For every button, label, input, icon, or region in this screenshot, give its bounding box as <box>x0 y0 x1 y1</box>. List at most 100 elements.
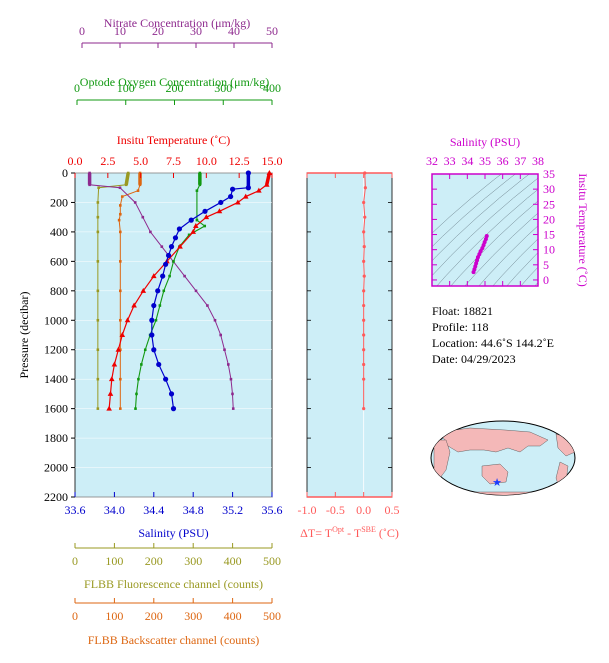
salinity-point <box>230 186 236 192</box>
salinity-point <box>245 170 251 176</box>
y-tick-label: 200 <box>50 195 68 209</box>
temperature-point <box>124 317 131 323</box>
temperature-point <box>111 361 118 367</box>
landmass-asia <box>439 427 549 453</box>
backscatter-point <box>120 195 124 198</box>
temperature-point <box>151 273 157 279</box>
nitrate-tick-label: 0 <box>79 24 85 38</box>
temperature-tick-label: 0.0 <box>68 154 83 168</box>
temperature-axis-label: Insitu Temperature (˚C) <box>117 133 231 147</box>
oxygen-point <box>140 363 143 366</box>
oxygen-tick-label: 200 <box>166 81 184 95</box>
isopycnal-line <box>492 238 538 286</box>
ts-y-tick-label: 5 <box>543 258 549 272</box>
fluorescence-point <box>96 260 100 263</box>
isopycnal-line <box>432 174 530 262</box>
salinity-profile-line <box>151 173 249 409</box>
oxygen-point <box>195 189 199 192</box>
fluorescence-tick-label: 300 <box>184 554 202 568</box>
ts-x-tick-label: 37 <box>514 154 526 168</box>
nitrate-point <box>141 215 145 219</box>
oxygen-point <box>203 224 207 228</box>
salinity-point <box>156 361 162 368</box>
y-tick-label: 2200 <box>44 490 68 504</box>
temperature-point <box>131 302 137 308</box>
delta-t-point <box>362 348 366 352</box>
backscatter-tick-label: 500 <box>263 609 281 623</box>
ts-x-tick-label: 32 <box>426 154 438 168</box>
fluorescence-point <box>126 171 130 175</box>
profile-number: Profile: 118 <box>432 320 489 334</box>
oxygen-point <box>137 377 140 381</box>
backscatter-point <box>119 212 122 216</box>
backscatter-point <box>119 289 122 293</box>
backscatter-tick-label: 300 <box>184 609 202 623</box>
oxygen-tick-label: 300 <box>214 81 232 95</box>
salinity-point <box>165 252 172 259</box>
temperature-point <box>216 208 223 214</box>
ts-title: Salinity (PSU) <box>450 135 520 149</box>
oxygen-point <box>154 318 158 322</box>
salinity-tick-label: 34.4 <box>143 503 164 517</box>
nitrate-point <box>194 289 198 293</box>
landmass-australia <box>481 463 509 485</box>
oxygen-point <box>168 274 171 278</box>
location: Location: 44.6˚S 144.2˚E <box>432 336 554 350</box>
salinity-point <box>149 317 155 323</box>
ts-x-tick-label: 33 <box>444 154 456 168</box>
temperature-point <box>107 390 114 396</box>
delta-t-point <box>363 186 367 190</box>
ts-point <box>481 243 486 248</box>
ts-point <box>472 267 477 272</box>
temperature-point <box>193 223 199 229</box>
ts-x-tick-label: 35 <box>479 154 491 168</box>
oxygen-point <box>135 392 138 396</box>
salinity-point <box>172 235 179 241</box>
isopycnal-line <box>478 225 538 286</box>
salinity-point <box>202 208 208 214</box>
isopycnal-line <box>432 174 502 234</box>
y-tick-label: 1400 <box>44 372 68 386</box>
temperature-point <box>140 287 147 293</box>
delta-t-point <box>362 318 366 322</box>
ts-point <box>475 258 480 263</box>
ts-point <box>477 252 482 257</box>
fluorescence-tick-label: 200 <box>145 554 163 568</box>
isopycnal-line <box>432 174 516 247</box>
y-tick-label: 400 <box>50 225 68 239</box>
ts-y-tick-label: 15 <box>543 228 555 242</box>
ts-point <box>484 234 489 239</box>
delta-plot-area <box>306 172 393 498</box>
nitrate-profile-line <box>89 173 234 409</box>
y-axis-label: Pressure (decibar) <box>17 292 31 379</box>
ts-x-tick-label: 34 <box>461 154 473 168</box>
fluorescence-axis-label: FLBB Fluorescence channel (counts) <box>84 577 263 591</box>
oxygen-point <box>187 233 191 237</box>
oxygen-point <box>198 183 202 187</box>
nitrate-tick-label: 10 <box>114 24 126 38</box>
fluorescence-point <box>96 230 100 234</box>
oxygen-point <box>195 218 199 222</box>
y-tick-label: 1000 <box>44 313 68 327</box>
isopycnal-line <box>506 252 538 286</box>
temperature-point <box>106 405 112 411</box>
delta-t-point <box>362 245 366 249</box>
delta-t-point <box>362 362 366 367</box>
isopycnal-line <box>464 212 538 286</box>
salinity-point <box>160 273 166 279</box>
temperature-tick-label: 7.5 <box>166 154 181 168</box>
backscatter-tick-label: 200 <box>145 609 163 623</box>
fluorescence-point <box>96 215 100 219</box>
delta-t-point <box>362 407 366 411</box>
backscatter-tick-label: 0 <box>72 609 78 623</box>
temperature-point <box>266 170 273 175</box>
salinity-point <box>168 244 175 250</box>
ts-y-tick-label: 35 <box>543 167 555 181</box>
float-location-marker: ★ <box>492 477 502 489</box>
fluorescence-tick-label: 500 <box>263 554 281 568</box>
nitrate-point <box>231 392 234 396</box>
nitrate-point <box>223 348 226 352</box>
nitrate-point <box>149 230 152 234</box>
salinity-point <box>163 261 169 267</box>
backscatter-point <box>117 218 121 222</box>
